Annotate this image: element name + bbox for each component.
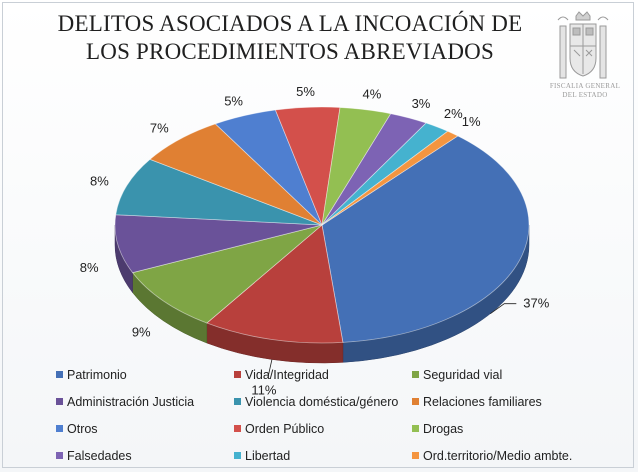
legend-swatch-8 (412, 425, 419, 432)
legend-item-7: Orden Público (234, 420, 412, 437)
data-label-7: 5% (296, 84, 315, 99)
legend-item-8: Drogas (412, 420, 612, 437)
legend-item-0: Patrimonio (56, 366, 234, 383)
legend-label-3: Administración Justicia (67, 394, 195, 409)
legend-swatch-3 (56, 398, 63, 405)
leader-line-0 (490, 303, 517, 315)
legend-swatch-1 (234, 371, 241, 378)
data-label-11: 1% (462, 114, 481, 129)
data-label-2: 9% (132, 324, 151, 339)
legend-item-5: Relaciones familiares (412, 393, 612, 410)
legend-swatch-10 (234, 452, 241, 459)
data-label-5: 7% (150, 121, 169, 136)
pie-slice-violencia-dom-stica-g-nero (115, 158, 323, 226)
chart-title-line-2: LOS PROCEDIMIENTOS ABREVIADOS (86, 39, 494, 64)
emblem-caption-line-1: FISCALIA GENERAL (549, 82, 621, 90)
legend-swatch-0 (56, 371, 63, 378)
legend-item-1: Vida/Integridad (234, 366, 412, 383)
leader-line-1 (267, 359, 273, 378)
legend-item-10: Libertad (234, 447, 412, 464)
data-label-6: 5% (224, 93, 243, 108)
emblem-caption-line-2: DEL ESTADO (562, 91, 608, 99)
pie-slice-vida-integridad (206, 224, 344, 344)
chart-title: DELITOS ASOCIADOS A LA INCOACIÓN DE LOS … (40, 10, 540, 66)
pie-slice-administraci-n-justicia (114, 214, 323, 274)
legend-item-4: Violencia doméstica/género (234, 393, 412, 410)
data-label-9: 3% (412, 96, 431, 111)
pie-slice-ord-territorio-medio-ambte- (321, 130, 459, 226)
pie-side-walls (114, 224, 530, 364)
legend-label-8: Drogas (423, 421, 464, 436)
data-label-10: 2% (444, 106, 463, 121)
legend-swatch-9 (56, 452, 63, 459)
legend-label-7: Orden Público (245, 421, 325, 436)
legend-label-2: Seguridad vial (423, 367, 503, 382)
legend-swatch-6 (56, 425, 63, 432)
legend-label-1: Vida/Integridad (245, 367, 329, 382)
legend-label-5: Relaciones familiares (423, 394, 542, 409)
legend-item-9: Falsedades (56, 447, 234, 464)
data-label-3: 8% (80, 260, 99, 275)
legend-item-3: Administración Justicia (56, 393, 234, 410)
legend-item-11: Ord.territorio/Medio ambte. (412, 447, 612, 464)
legend-label-10: Libertad (245, 448, 291, 463)
chart-frame (2, 2, 634, 468)
legend-label-11: Ord.territorio/Medio ambte. (423, 448, 573, 463)
legend-item-6: Otros (56, 420, 234, 437)
legend-swatch-11 (412, 452, 419, 459)
coat-of-arms-icon (557, 11, 609, 79)
legend-swatch-7 (234, 425, 241, 432)
legend-item-2: Seguridad vial (412, 366, 612, 383)
chart-title-line-1: DELITOS ASOCIADOS A LA INCOACIÓN DE (57, 11, 523, 36)
legend-label-6: Otros (67, 421, 98, 436)
data-label-4: 8% (90, 173, 109, 188)
pie-top (114, 106, 530, 344)
emblem-caption: FISCALIA GENERAL DEL ESTADO (540, 82, 630, 100)
pie-slice-seguridad-vial (131, 224, 323, 324)
pie-slice-patrimonio (321, 135, 530, 343)
chart-legend: Patrimonio Vida/Integridad Seguridad vial A… (56, 366, 616, 464)
legend-label-9: Falsedades (67, 448, 132, 463)
legend-swatch-4 (234, 398, 241, 405)
pie-labels: 37% 11% 9% 8% 8% 7% 5% 5% 4% 3% 2%1% (80, 84, 550, 398)
legend-swatch-5 (412, 398, 419, 405)
data-label-0: 37% (523, 296, 549, 311)
data-label-8: 4% (362, 87, 381, 102)
legend-label-4: Violencia doméstica/género (245, 394, 399, 409)
legend-label-0: Patrimonio (67, 367, 127, 382)
legend-swatch-2 (412, 371, 419, 378)
data-label-1: 11% (251, 382, 276, 397)
